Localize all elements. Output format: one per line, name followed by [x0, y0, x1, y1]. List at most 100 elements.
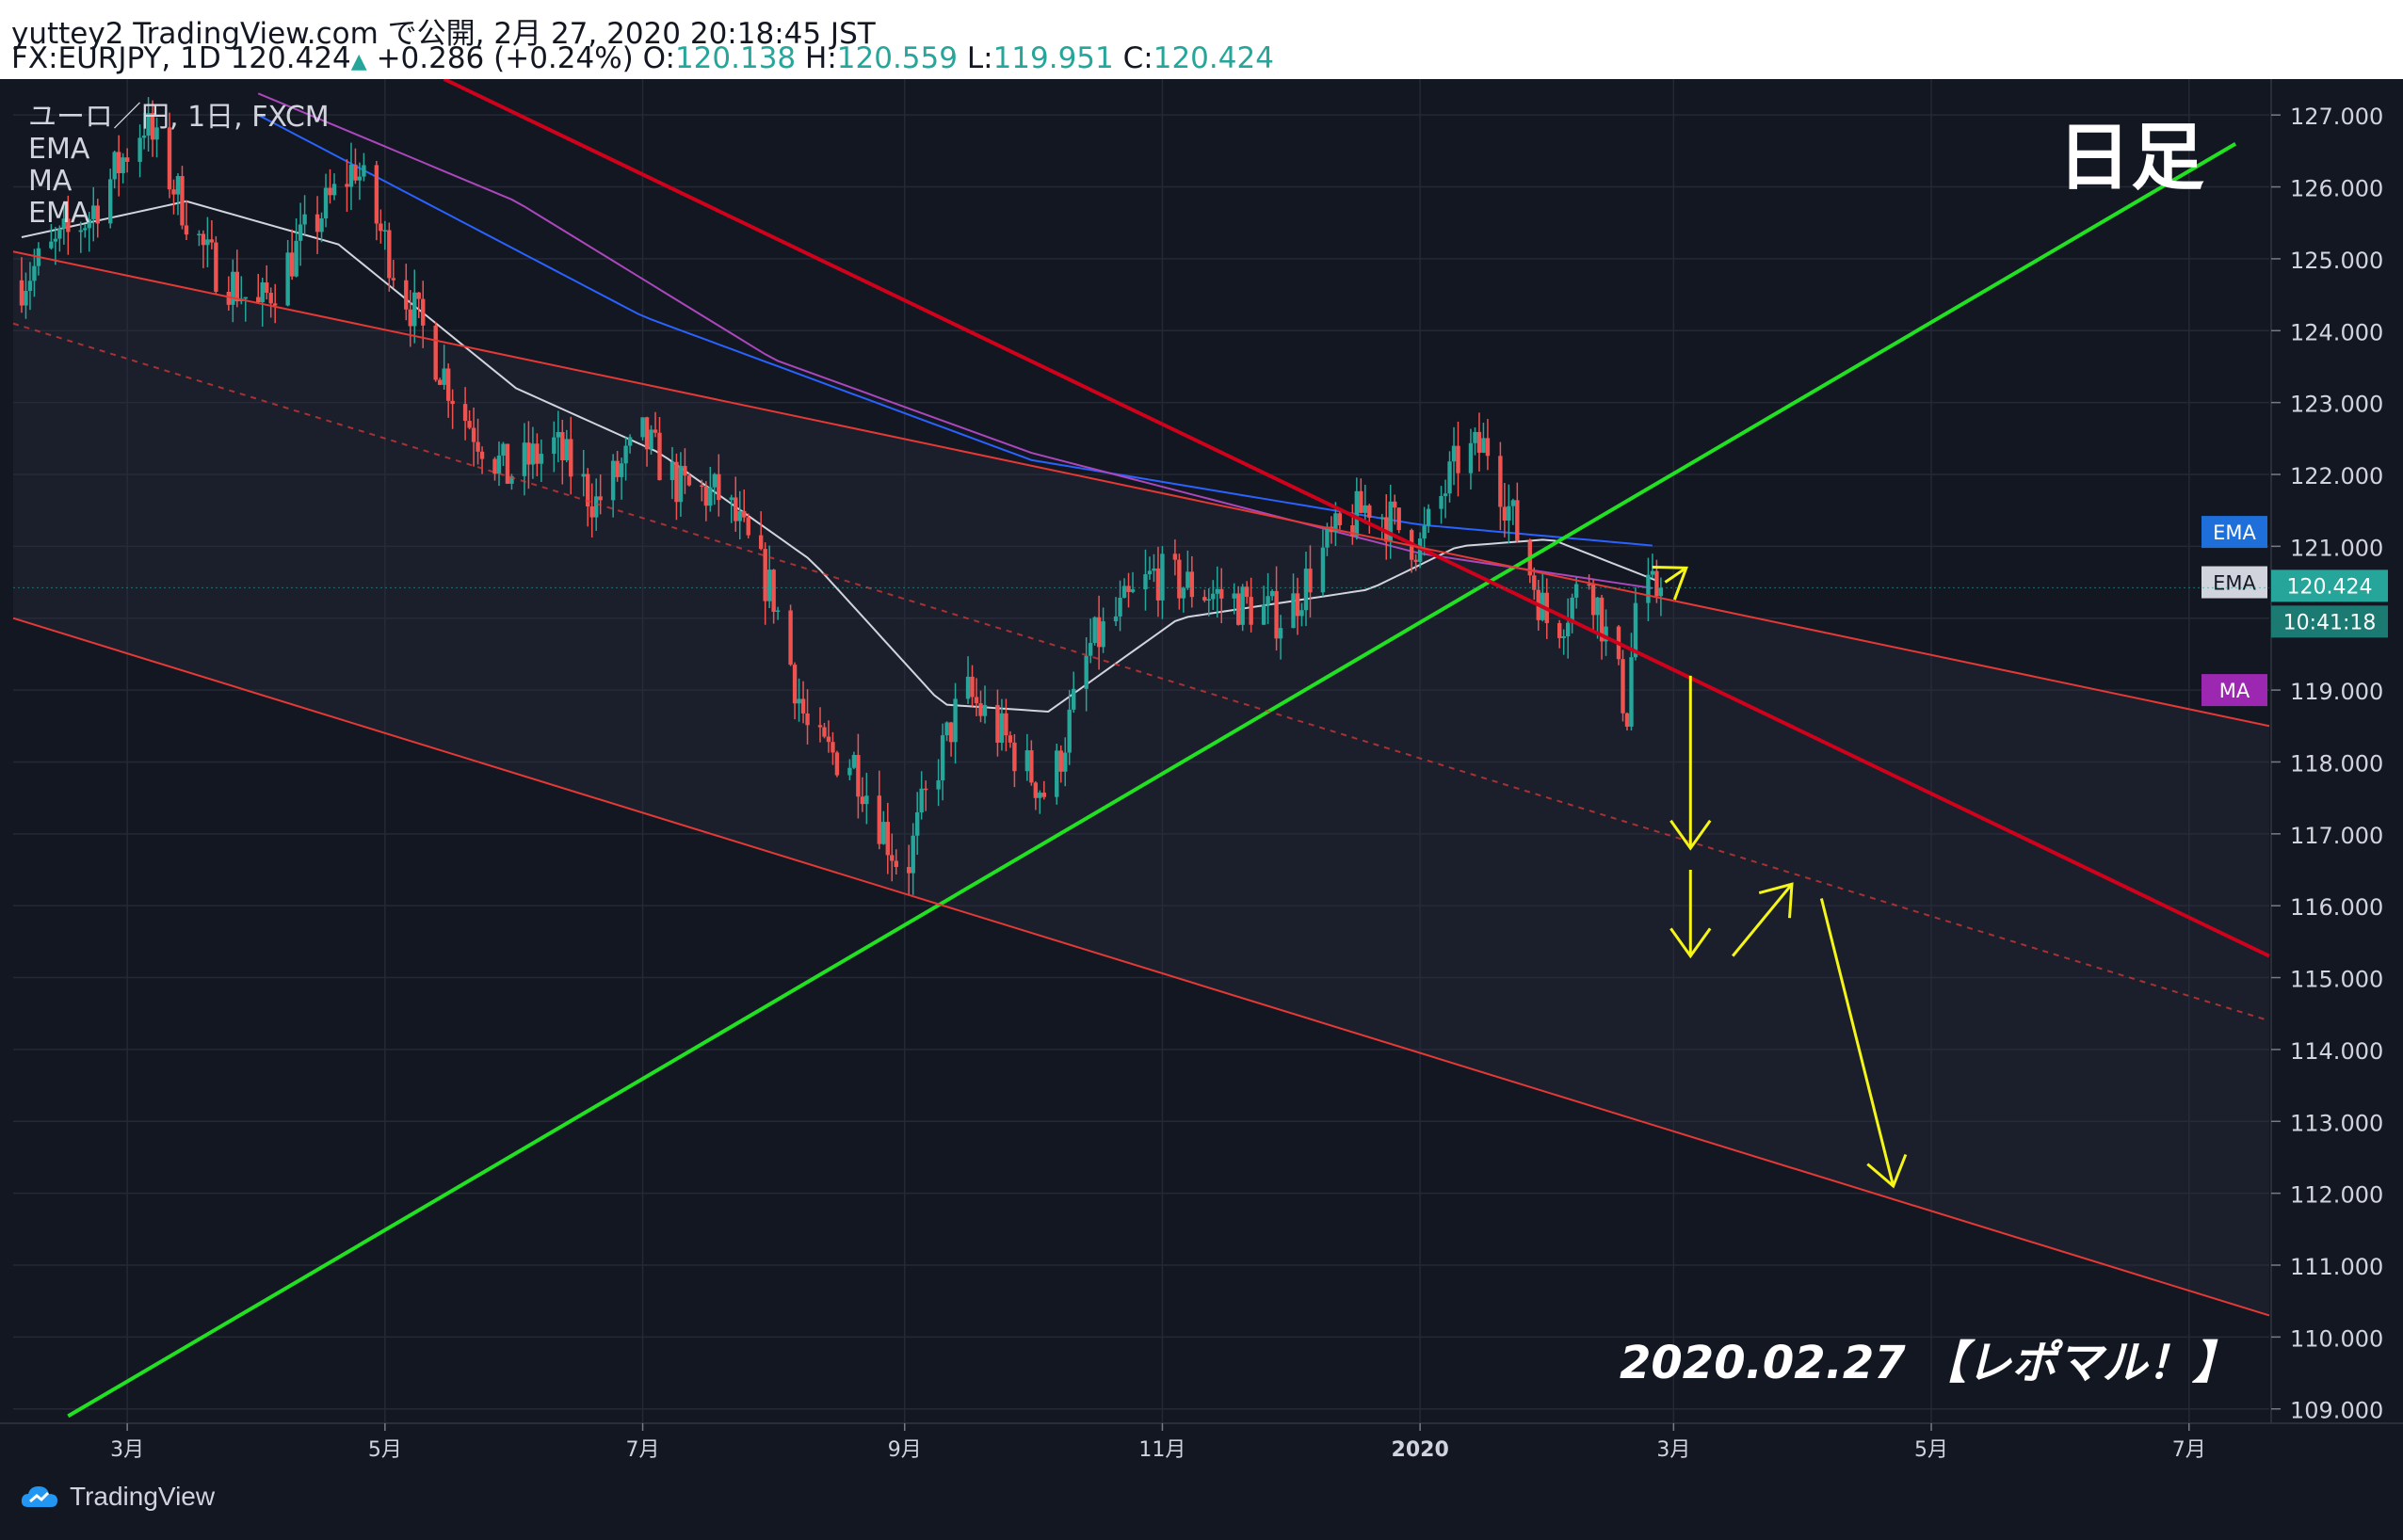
candle-body-48: [298, 224, 303, 241]
candle-body-175: [1055, 750, 1059, 797]
candle-body-237: [1417, 538, 1423, 562]
candle-body-49: [302, 214, 307, 225]
candle-body-229: [1367, 505, 1372, 518]
candle-body-119: [717, 473, 721, 501]
candle-body-145: [877, 795, 882, 844]
time-axis[interactable]: 3月 5月 7月 9月 11月 2020 3月 5月 7月: [0, 1422, 2403, 1468]
candle-body-211: [1266, 596, 1270, 605]
candle-body-94: [569, 439, 573, 477]
candle-body-245: [1468, 442, 1474, 473]
candle-body-80: [492, 458, 497, 474]
candle-body-127: [766, 569, 772, 602]
candle-body-209: [1249, 597, 1253, 625]
projection-arrows: [1652, 565, 1908, 1189]
candle-body-218: [1303, 569, 1309, 611]
price-chart[interactable]: 109.000 110.000 111.000 112.000 113.000 114.0…: [0, 79, 2403, 1468]
candle-body-62: [382, 230, 388, 233]
candle-body-6: [53, 238, 58, 242]
arrow-head-2: [1669, 927, 1712, 959]
candle-body-138: [831, 742, 835, 753]
candle-body-273: [1629, 657, 1634, 727]
candle-body-149: [894, 860, 898, 868]
candle-body-278: [1658, 587, 1664, 597]
y-tick-label-14: 123.000: [2290, 392, 2383, 418]
candle-body-219: [1308, 569, 1313, 593]
candle-body-128: [771, 569, 776, 612]
arrow-head-4: [1866, 1153, 1908, 1189]
candle-body-116: [703, 487, 709, 506]
candle-body-111: [674, 461, 679, 503]
timeframe-annotation: 日足: [2057, 116, 2204, 201]
y-tick-label-1: 110.000: [2290, 1325, 2383, 1352]
candle-body-106: [644, 417, 650, 450]
legend-ema-2[interactable]: EMA: [28, 197, 90, 230]
x-tick-label-2: 7月: [626, 1438, 660, 1462]
candle-body-77: [471, 427, 476, 442]
candle-body-263: [1570, 597, 1574, 623]
candle-body-84: [509, 475, 514, 484]
channel-fill: [13, 251, 2269, 1316]
candle-body-32: [205, 239, 210, 246]
candle-body-90: [552, 437, 556, 455]
trendlines[interactable]: [12, 79, 2270, 1419]
candle-body-271: [1621, 659, 1625, 714]
candle-body-67: [412, 292, 417, 327]
candle-body-155: [936, 779, 941, 790]
candle-body-132: [797, 698, 801, 704]
candle-body-216: [1295, 593, 1300, 617]
legend-ma[interactable]: MA: [28, 165, 73, 198]
badge-price-bg: [2271, 569, 2388, 602]
candle-body-244: [1456, 445, 1460, 473]
candle-body-165: [995, 704, 1000, 743]
candle-body-236: [1413, 559, 1418, 562]
candle-body-98: [593, 496, 599, 518]
candle-body-12: [87, 218, 91, 229]
candle-body-39: [243, 297, 248, 299]
legend-ema-1[interactable]: EMA: [28, 133, 90, 166]
candle-body-96: [586, 473, 590, 506]
y-tick-label-4: 113.000: [2290, 1110, 2383, 1136]
candle-body-233: [1393, 501, 1397, 508]
candle-body-186: [1118, 597, 1122, 617]
candle-body-5: [49, 241, 54, 249]
y-tick-label-15: 124.000: [2290, 319, 2383, 345]
candle-body-69: [421, 298, 426, 326]
tradingview-brand: TradingView: [70, 1482, 216, 1511]
axis-badges: EMA EMA MA 120.424 10:41:18: [13, 516, 2388, 707]
candle-body-160: [965, 676, 971, 699]
tradingview-cloud-icon: [21, 1486, 57, 1507]
candle-body-36: [231, 271, 235, 305]
candle-body-184: [1101, 621, 1105, 648]
candle-body-101: [615, 460, 620, 477]
candle-body-181: [1088, 642, 1093, 656]
candle-body-17: [116, 152, 121, 173]
legend-title: ユーロ／円, 1日, FXCM: [28, 101, 330, 134]
price-axis[interactable]: 109.000 110.000 111.000 112.000 113.000 114.0…: [2270, 79, 2403, 1468]
candle-body-172: [1033, 782, 1039, 798]
candle-body-151: [911, 835, 915, 874]
candle-body-191: [1147, 570, 1153, 575]
badge-ema-long-text: EMA: [2213, 521, 2256, 544]
candle-body-107: [649, 429, 653, 450]
candle-body-120: [729, 497, 734, 501]
candle-body-240: [1439, 495, 1443, 509]
low-value: 119.951: [992, 41, 1114, 75]
close-label: C:: [1122, 41, 1153, 75]
ohlc-line: FX:EURJPY, 1D 120.424▲ +0.286 (+0.24%) O…: [11, 41, 1274, 75]
badge-ma-bg: [2201, 674, 2267, 707]
candle-body-199: [1189, 571, 1195, 598]
candle-body-264: [1573, 584, 1579, 598]
candle-body-226: [1354, 490, 1360, 537]
x-tick-label-4: 11月: [1138, 1438, 1185, 1462]
candle-body-59: [362, 165, 366, 177]
symbol-info: FX:EURJPY, 1D 120.424: [11, 41, 351, 75]
candle-body-95: [581, 473, 586, 477]
channel-area: [13, 251, 2269, 1316]
candle-body-182: [1092, 617, 1097, 643]
y-tick-label-17: 126.000: [2290, 176, 2383, 202]
candle-body-109: [657, 432, 662, 481]
price-axis-bg: [2271, 79, 2403, 1468]
tradingview-logo[interactable]: TradingView: [19, 1482, 215, 1512]
arrow-shaft-3: [1732, 883, 1794, 957]
candle-body-30: [197, 233, 202, 235]
